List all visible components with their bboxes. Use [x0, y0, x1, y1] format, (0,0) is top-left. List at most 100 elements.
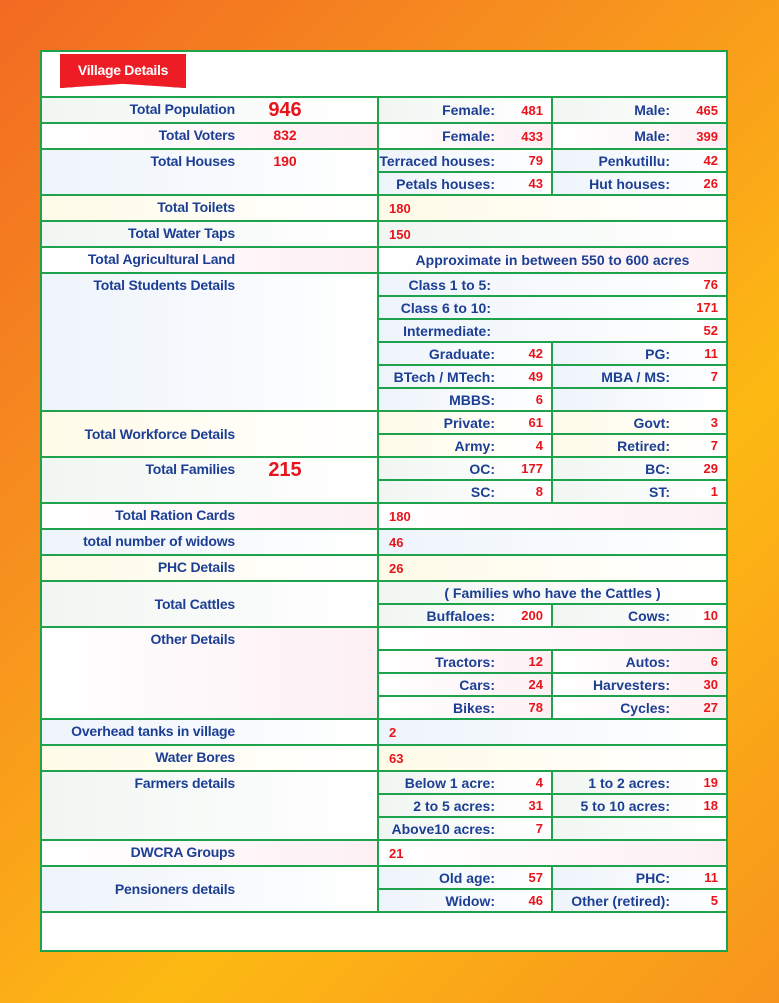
detail-value: 1	[710, 484, 718, 499]
section-label-cell: Overhead tanks in village	[42, 718, 379, 746]
section-label: Total Population	[129, 101, 236, 117]
detail-item: Retired: 7	[554, 436, 726, 455]
section-value: 180	[377, 502, 726, 530]
detail-item: BTech / MTech: 49	[379, 367, 550, 386]
detail-value: 61	[528, 415, 543, 430]
section-value: 832	[273, 127, 297, 143]
detail-item: Terraced houses: 79	[380, 151, 550, 170]
detail-value: 200	[521, 608, 543, 623]
detail-cell: Bikes: 78	[378, 695, 553, 720]
detail-item: Old age: 57	[380, 868, 550, 887]
detail-label: Cycles:	[620, 699, 670, 716]
detail-label: Below 1 acre:	[404, 774, 495, 791]
detail-label: 5 to 10 acres:	[580, 797, 671, 814]
detail-label: Penkutillu:	[598, 152, 670, 169]
table-row: Total Population 946 Female: 481 Male: 465	[42, 96, 726, 124]
section-label-cell: Water Bores	[42, 744, 379, 772]
detail-item: 2 to 5 acres: 31	[379, 796, 550, 815]
detail-cell: Govt: 3	[551, 410, 726, 435]
detail-item: Bikes: 78	[379, 698, 550, 717]
detail-label: Female:	[442, 128, 495, 144]
detail-item: 5 to 10 acres: 18	[554, 796, 726, 815]
detail-item: Army: 4	[379, 436, 550, 455]
table-row: Widow: 46 Other (retired): 5	[42, 888, 726, 913]
detail-label: Other (retired):	[571, 892, 670, 909]
section-value: 180	[377, 194, 726, 222]
detail-value: 24	[528, 677, 543, 692]
detail-cell: Retired: 7	[551, 433, 726, 458]
detail-value: 49	[528, 369, 543, 384]
table-row: Total Ration Cards 180	[42, 502, 726, 530]
detail-label: MBBS:	[449, 391, 495, 408]
section-header: Water Bores	[42, 749, 376, 765]
section-label: Total Students Details	[93, 277, 235, 293]
detail-cell: Above10 acres: 7	[378, 816, 553, 841]
section-label: Pensioners details	[114, 881, 235, 897]
detail-item: Buffaloes: 200	[379, 606, 550, 625]
detail-cell	[551, 387, 726, 412]
detail-label: Male:	[634, 128, 670, 144]
detail-cell: Female: 481	[377, 96, 553, 124]
section-label-cell: Total Water Taps	[42, 220, 379, 248]
detail-label: Autos:	[625, 653, 670, 670]
detail-item: Petals houses: 43	[379, 174, 550, 193]
section-header: Total Water Taps	[42, 225, 376, 241]
section-label-cell: Total Voters 832	[42, 122, 379, 150]
detail-label: MBA / MS:	[601, 368, 670, 385]
detail-cell: 2 to 5 acres: 31	[378, 793, 553, 818]
table-row: total number of widows 46	[42, 528, 726, 556]
detail-cell: OC: 177	[377, 456, 553, 481]
table-row: Other Details	[42, 626, 726, 720]
detail-label: PHC:	[635, 869, 670, 886]
detail-label: BTech / MTech:	[393, 368, 495, 385]
detail-label: Class 1 to 5:	[408, 276, 491, 293]
detail-item: SC: 8	[379, 482, 550, 501]
section-header: total number of widows	[42, 533, 376, 549]
detail-label: Govt:	[633, 414, 670, 431]
section-label: Farmers details	[134, 775, 236, 791]
detail-cell: Female: 433	[377, 122, 553, 150]
detail-label: Female:	[442, 102, 495, 118]
table-row: Cars: 24 Harvesters: 30	[42, 672, 726, 697]
detail-cell: 1 to 2 acres: 19	[551, 770, 726, 795]
detail-cell: Autos: 6	[551, 649, 726, 674]
detail-item: PG: 11	[554, 344, 726, 363]
table-row: Overhead tanks in village 2	[42, 718, 726, 746]
table-row: Total Toilets 180	[42, 194, 726, 222]
detail-cell: ST: 1	[551, 479, 726, 504]
detail-value: 177	[521, 461, 543, 476]
table-row: Buffaloes: 200 Cows: 10	[42, 603, 726, 628]
detail-item: Tractors: 12	[379, 652, 550, 671]
detail-item: Cycles: 27	[554, 698, 726, 717]
detail-value: 78	[528, 700, 543, 715]
section-label-cell: Total Families 215	[42, 456, 379, 504]
table-row: Petals houses: 43 Hut houses: 26	[42, 171, 726, 196]
detail-item: Cows: 10	[554, 606, 726, 625]
detail-item: OC: 177	[380, 459, 550, 478]
section-label: Total Houses	[150, 153, 236, 169]
detail-cell: Below 1 acre: 4	[377, 770, 553, 795]
section-value: 46	[377, 528, 726, 556]
section-label-cell: Total Houses 190	[42, 148, 379, 196]
section-label-cell: Total Students Details	[42, 272, 379, 412]
section-value: 190	[273, 153, 297, 169]
detail-label: Cars:	[459, 676, 495, 693]
section-label: Total Water Taps	[128, 225, 235, 241]
detail-value: 76	[703, 277, 718, 292]
section-value: 2	[377, 718, 726, 746]
section-value: 150	[377, 220, 726, 248]
detail-cell: MBBS: 6	[378, 387, 553, 412]
detail-item: MBBS: 6	[379, 390, 550, 409]
detail-label: Male:	[634, 102, 670, 118]
detail-item: Graduate: 42	[379, 344, 550, 363]
section-header: Total Agricultural Land	[42, 251, 376, 267]
detail-value: 7	[710, 438, 718, 453]
detail-value: 42	[528, 346, 543, 361]
detail-value: 43	[528, 176, 543, 191]
detail-cell: BC: 29	[551, 456, 726, 481]
section-header: Total Houses 190	[42, 153, 376, 169]
table-row: Army: 4 Retired: 7	[42, 433, 726, 458]
section-note: ( Families who have the Cattles )	[377, 580, 726, 605]
detail-item: Autos: 6	[554, 652, 726, 671]
section-header: Total Voters 832	[42, 127, 376, 143]
